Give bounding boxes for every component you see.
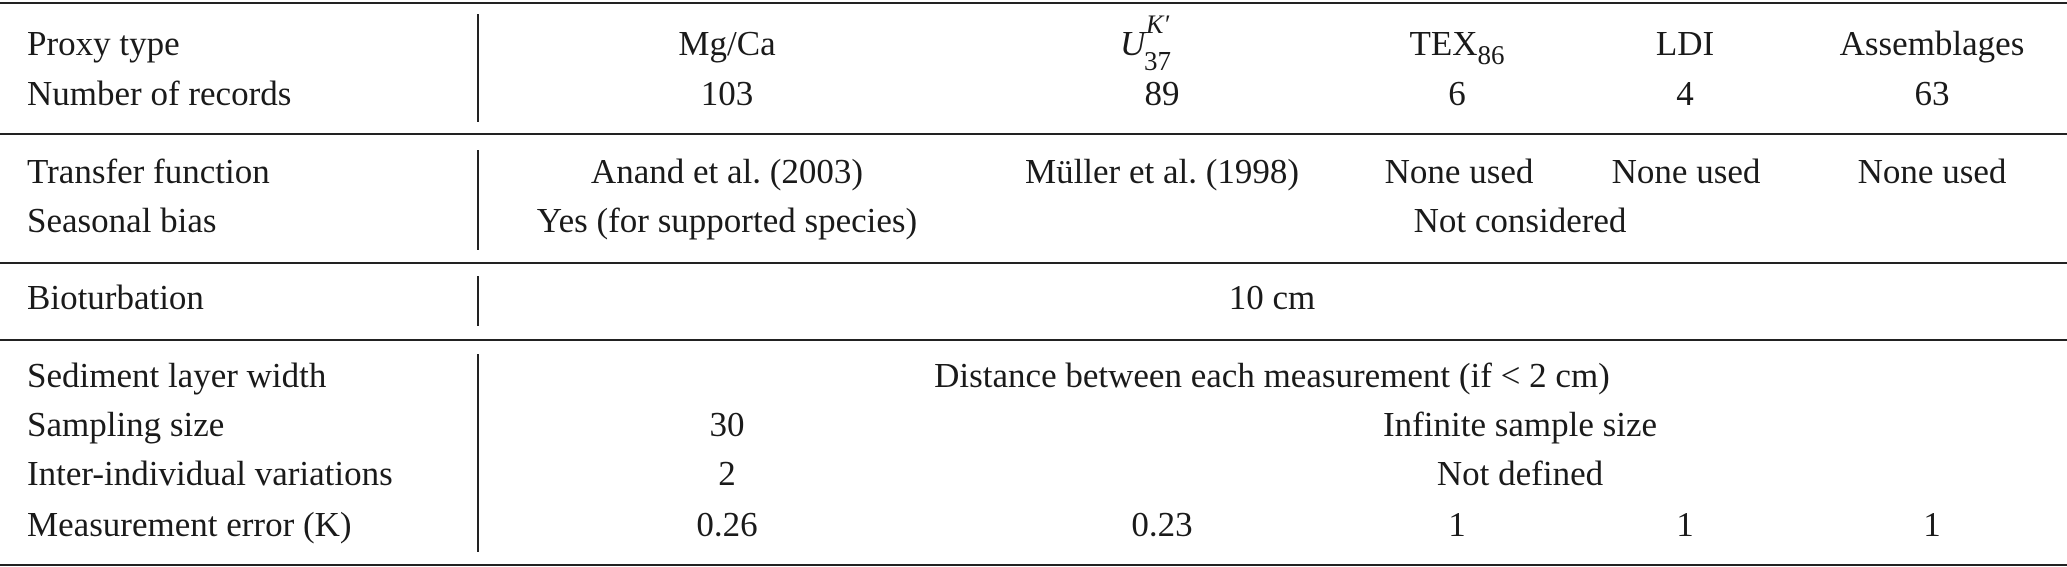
header-uk37: U K′ 37 — [1120, 10, 1171, 76]
cell-value-spanning: Distance between each measurement (if < … — [934, 356, 1610, 395]
cell-value-spanning: Not considered — [1413, 201, 1627, 240]
uk37-subscript: 37 — [1144, 46, 1171, 76]
row-label: Proxy type — [27, 24, 180, 63]
row-label: Sampling size — [27, 405, 225, 444]
cell-value: 6 — [1448, 74, 1466, 113]
header-ldi: LDI — [1655, 24, 1715, 63]
cell-value: 63 — [1914, 74, 1950, 113]
row-label: Inter-individual variations — [27, 454, 393, 493]
row-label: Seasonal bias — [27, 201, 217, 240]
row-label: Number of records — [27, 74, 292, 113]
cell-value: None used — [1384, 152, 1534, 191]
header-assemblages: Assemblages — [1839, 24, 2025, 63]
row-label: Measurement error (K) — [27, 505, 352, 544]
cell-value: Anand et al. (2003) — [590, 152, 864, 191]
cell-value: 0.26 — [696, 505, 758, 544]
cell-value: None used — [1611, 152, 1761, 191]
rule-after-bioturbation — [0, 339, 2067, 341]
tex86-subscript: 86 — [1477, 40, 1505, 70]
label-separator — [477, 150, 479, 250]
uk37-superscript: K′ — [1146, 10, 1170, 39]
cell-value: None used — [1857, 152, 2007, 191]
rule-after-proxy — [0, 133, 2067, 135]
cell-value: 30 — [709, 405, 745, 444]
cell-value: 4 — [1676, 74, 1694, 113]
cell-value: Müller et al. (1998) — [1024, 152, 1300, 191]
cell-value-spanning: Infinite sample size — [1382, 405, 1658, 444]
cell-value-spanning: 10 cm — [1228, 278, 1316, 317]
row-label: Transfer function — [27, 152, 270, 191]
cell-value: 103 — [700, 74, 754, 113]
row-label: Bioturbation — [27, 278, 204, 317]
cell-value: 2 — [718, 454, 736, 493]
header-tex86: TEX86 — [1409, 24, 1504, 70]
cell-value-spanning: Not defined — [1436, 454, 1604, 493]
bottom-rule — [0, 564, 2067, 566]
header-mgca: Mg/Ca — [678, 24, 776, 63]
cell-value: 1 — [1448, 505, 1466, 544]
label-separator — [477, 354, 479, 552]
rule-after-seasonal — [0, 262, 2067, 264]
tex86-base: TEX — [1409, 24, 1478, 63]
uk37-base: U — [1120, 24, 1146, 63]
label-separator — [477, 14, 479, 122]
row-label: Sediment layer width — [27, 356, 327, 395]
label-separator — [477, 276, 479, 326]
cell-value: 1 — [1923, 505, 1941, 544]
cell-value: 0.23 — [1131, 505, 1193, 544]
cell-value: 89 — [1144, 74, 1180, 113]
cell-value: Yes (for supported species) — [536, 201, 918, 240]
top-rule — [0, 2, 2067, 4]
cell-value: 1 — [1676, 505, 1694, 544]
